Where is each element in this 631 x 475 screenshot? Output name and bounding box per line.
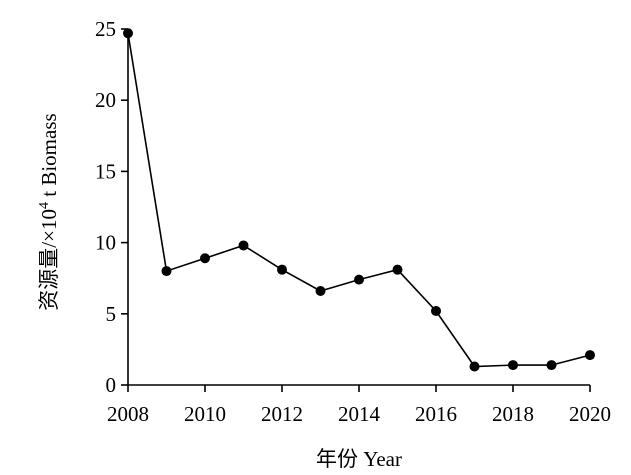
data-point-2009 bbox=[161, 266, 172, 277]
x-tick-label-3: 2014 bbox=[338, 402, 381, 426]
data-point-2013 bbox=[315, 286, 326, 297]
series-line-0 bbox=[127, 33, 591, 368]
data-point-2008 bbox=[123, 28, 133, 39]
x-tick-label-2: 2012 bbox=[261, 402, 303, 426]
x-ticks: 2008 2010 2012 2014 2016 2018 2020 bbox=[107, 385, 611, 426]
y-tick-label-0: 0 bbox=[106, 373, 117, 397]
data-point-2015 bbox=[392, 264, 403, 275]
y-ticks: 0 5 10 15 20 25 bbox=[95, 17, 128, 397]
data-point-2012 bbox=[277, 264, 287, 275]
data-point-2017 bbox=[469, 361, 480, 372]
y-axis-title-main: 资源量/×10 bbox=[37, 209, 61, 311]
data-point-2014 bbox=[354, 274, 364, 285]
x-tick-label-1: 2010 bbox=[184, 402, 226, 426]
y-tick-label-1: 5 bbox=[106, 302, 117, 326]
data-point-2019 bbox=[546, 360, 557, 371]
x-tick-label-5: 2018 bbox=[492, 402, 534, 426]
data-point-2016 bbox=[431, 305, 441, 316]
y-axis-title-tail: t Biomass bbox=[37, 113, 61, 202]
data-point-2020 bbox=[585, 350, 595, 361]
series bbox=[123, 28, 595, 372]
y-axis-title-superscript: 4 bbox=[37, 202, 52, 209]
y-tick-label-4: 20 bbox=[95, 88, 116, 112]
y-axis-title: 资源量/×104 t Biomass bbox=[37, 113, 61, 310]
x-axis-title: 年份 Year bbox=[316, 447, 402, 471]
x-tick-label-0: 2008 bbox=[107, 402, 149, 426]
data-point-2010 bbox=[200, 253, 210, 264]
data-point-2018 bbox=[508, 360, 518, 371]
y-tick-label-2: 10 bbox=[95, 231, 116, 255]
y-tick-label-3: 15 bbox=[95, 159, 116, 183]
y-tick-label-5: 25 bbox=[95, 17, 116, 41]
x-tick-label-6: 2020 bbox=[569, 402, 611, 426]
data-point-2011 bbox=[238, 240, 249, 251]
x-tick-label-4: 2016 bbox=[415, 402, 457, 426]
